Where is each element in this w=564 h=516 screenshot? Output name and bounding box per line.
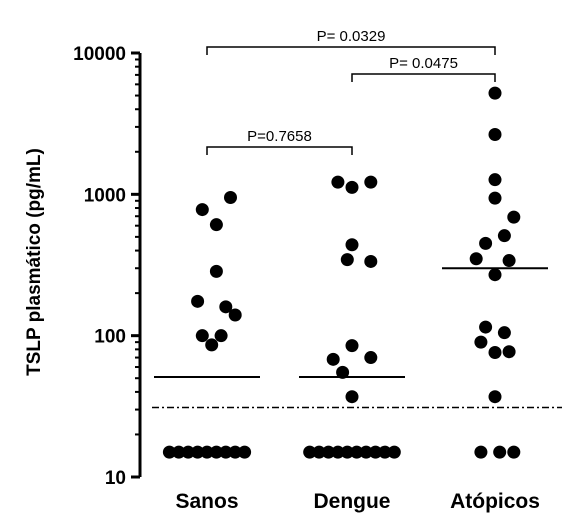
data-point (364, 175, 378, 189)
data-point (322, 445, 335, 459)
data-point (469, 252, 483, 266)
data-point (172, 445, 186, 459)
data-point (345, 180, 359, 194)
y-tick-label: 10 (105, 468, 126, 489)
data-point (219, 445, 233, 459)
data-point (224, 190, 237, 204)
data-point (340, 253, 354, 267)
data-point (345, 238, 359, 252)
data-point (336, 365, 350, 379)
data-point (238, 445, 252, 459)
data-point (214, 329, 228, 343)
y-tick-label: 100 (94, 327, 126, 348)
data-point (488, 173, 502, 187)
p-value-label: P=0.7658 (247, 128, 312, 145)
data-point (359, 445, 373, 459)
data-point (303, 445, 317, 459)
data-point (474, 445, 488, 459)
data-point (387, 445, 401, 459)
data-point (191, 445, 205, 459)
p-value-label: P= 0.0475 (389, 55, 458, 72)
data-point (228, 308, 242, 322)
data-point (378, 445, 392, 459)
data-point (345, 390, 359, 404)
data-point (497, 326, 511, 340)
data-point (493, 445, 507, 459)
data-point (488, 268, 502, 282)
data-point (479, 236, 493, 250)
data-point (195, 329, 209, 343)
data-point (219, 300, 233, 314)
data-point (488, 86, 502, 100)
data-point (364, 351, 378, 365)
data-point (497, 229, 511, 243)
data-point (488, 191, 502, 205)
data-point (181, 445, 195, 459)
data-point (474, 335, 488, 349)
comparison-bracket (206, 146, 353, 155)
data-point (488, 346, 502, 360)
data-point (312, 445, 326, 459)
data-point (507, 445, 521, 459)
data-point (162, 445, 176, 459)
category-label: Dengue (313, 490, 390, 513)
points-layer (162, 86, 521, 459)
data-point (205, 338, 219, 352)
data-point (364, 254, 378, 268)
data-point (209, 445, 223, 459)
data-point (502, 254, 516, 268)
data-point (209, 218, 223, 232)
data-point (350, 445, 364, 459)
category-label: Sanos (175, 490, 238, 513)
p-value-label: P= 0.0329 (317, 28, 386, 45)
category-labels: Sanos Dengue Atópicos (175, 490, 539, 513)
data-point (209, 264, 223, 278)
data-point (488, 128, 502, 142)
y-tick-label: 10000 (73, 44, 126, 65)
data-point (228, 445, 242, 459)
data-point (369, 445, 382, 459)
data-point (479, 320, 493, 334)
y-tick-label: 1000 (84, 185, 126, 206)
data-point (345, 339, 359, 353)
data-point (195, 203, 209, 217)
data-point (331, 445, 345, 459)
y-axis: 10 100 1000 10000 (73, 44, 142, 489)
comparison-bracket (351, 73, 496, 82)
data-point (326, 352, 340, 366)
data-point (331, 175, 345, 189)
comparison-bracket (206, 46, 496, 55)
data-point (507, 210, 521, 224)
y-axis-title: TSLP plasmático (pg/mL) (24, 148, 45, 376)
category-label: Atópicos (450, 490, 540, 513)
data-point (502, 345, 516, 359)
data-point (488, 390, 502, 404)
data-point (340, 445, 354, 459)
data-point (200, 445, 214, 459)
data-point (191, 294, 205, 308)
